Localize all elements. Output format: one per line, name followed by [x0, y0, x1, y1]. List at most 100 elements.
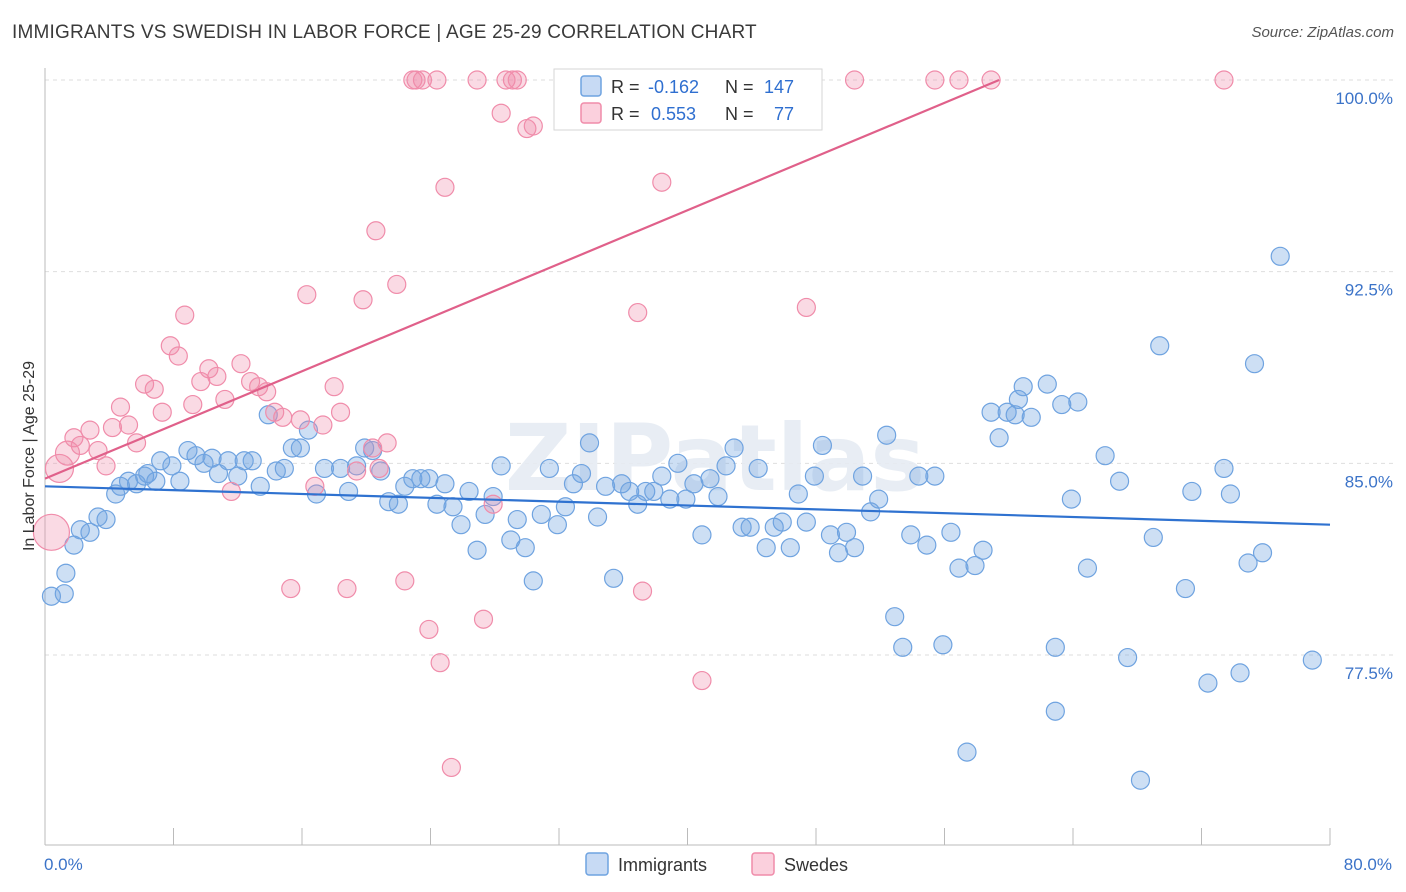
immigrants-point-82	[700, 469, 720, 489]
swedes-point-45	[395, 571, 415, 591]
immigrants-point-132	[1118, 647, 1138, 668]
y-tick-label-2: 85.0%	[1345, 472, 1393, 491]
swedes-point-53	[441, 757, 461, 778]
x-tick-label-min: 0.0%	[44, 855, 83, 874]
immigrants-point-14	[146, 471, 166, 491]
immigrants-point-7	[96, 509, 116, 530]
bottom-legend-label-swedes: Swedes	[784, 855, 848, 875]
immigrants-point-110	[925, 466, 945, 486]
y-axis-title: In Labor Force | Age 25-29	[21, 361, 38, 551]
immigrants-point-115	[965, 555, 985, 576]
swedes-point-51	[430, 653, 450, 673]
immigrants-point-61	[531, 504, 551, 525]
swedes-point-5	[80, 420, 100, 440]
immigrants-point-87	[740, 517, 760, 537]
immigrants-point-46	[411, 469, 431, 489]
immigrants-point-97	[820, 525, 841, 545]
immigrants-point-67	[579, 433, 600, 453]
swedes-point-33	[305, 476, 325, 496]
immigrants-point-142	[1244, 354, 1265, 374]
legend-swatch-immigrants	[580, 75, 602, 97]
trend-lines	[44, 78, 1331, 526]
immigrants-point-51	[451, 515, 471, 535]
chart-title: IMMIGRANTS VS SWEDISH IN LABOR FORCE | A…	[12, 22, 757, 43]
legend-swatch-swedes	[580, 102, 602, 124]
swedes-point-4	[70, 435, 90, 456]
swedes-point-39	[353, 290, 373, 310]
immigrants-point-76	[652, 466, 672, 486]
immigrants-point-66	[571, 463, 592, 484]
swedes-point-21	[207, 366, 227, 387]
immigrants-point-134	[1150, 336, 1170, 356]
immigrants-point-144	[1270, 246, 1290, 266]
swedes-point-62	[523, 116, 543, 136]
immigrants-point-126	[1045, 701, 1065, 721]
immigrants-point-26	[242, 451, 262, 471]
swedes-point-14	[152, 402, 172, 422]
legend-r-value-2: 0.553	[651, 104, 696, 124]
swedes-point-50	[427, 70, 447, 90]
swedes-point-32	[297, 285, 317, 305]
immigrants-point-127	[1052, 394, 1072, 415]
legend-n-value-2: 77	[774, 104, 794, 124]
immigrants-point-58	[507, 509, 527, 530]
swedes-point-38	[347, 461, 367, 481]
immigrants-point-16	[162, 456, 182, 476]
swedes-point-72	[796, 297, 816, 318]
immigrants-point-86	[732, 517, 752, 537]
immigrants-point-49	[435, 474, 455, 494]
immigrants-point-118	[989, 428, 1009, 448]
immigrants-point-1	[54, 584, 74, 604]
swedes-point-55	[473, 609, 494, 629]
immigrants-point-109	[917, 535, 937, 555]
swedes-point-0	[32, 513, 71, 551]
swedes-point-37	[337, 578, 357, 599]
immigrants-point-35	[314, 458, 335, 479]
swedes-point-74	[925, 70, 945, 90]
swedes-point-40	[363, 438, 383, 458]
immigrants-point-137	[1198, 673, 1218, 693]
swedes-point-71	[692, 670, 712, 691]
immigrants-point-19	[186, 446, 206, 466]
swedes-point-3	[64, 428, 84, 448]
immigrants-point-138	[1214, 458, 1234, 479]
immigrants-point-78	[668, 453, 688, 473]
immigrants-point-121	[1008, 389, 1028, 410]
swedes-point-10	[118, 415, 139, 435]
y-tick-label-3: 77.5%	[1345, 664, 1393, 683]
immigrants-point-75	[644, 481, 664, 502]
swedes-point-42	[369, 458, 389, 479]
immigrants-point-23	[218, 451, 238, 471]
swedes-point-44	[387, 274, 407, 295]
series-legend: Immigrants Swedes	[585, 852, 848, 876]
swedes-point-69	[652, 172, 672, 192]
immigrants-point-68	[587, 507, 608, 527]
immigrants-point-17	[170, 471, 190, 491]
swedes-point-54	[467, 70, 487, 90]
immigrants-point-124	[1037, 374, 1057, 394]
immigrants-point-55	[483, 486, 503, 507]
immigrants-point-60	[523, 571, 543, 591]
swedes-point-15	[160, 336, 180, 356]
swedes-point-13	[144, 379, 164, 399]
immigrants-point-50	[443, 497, 463, 517]
immigrants-point-47	[419, 469, 439, 489]
immigrants-point-96	[812, 435, 833, 456]
immigrants-point-85	[724, 438, 744, 458]
immigrants-point-71	[612, 474, 632, 494]
y-tick-label-0: 100.0%	[1335, 89, 1393, 108]
y-tick-label-1: 92.5%	[1345, 281, 1393, 300]
swedes-point-49	[419, 619, 439, 640]
swedes-point-17	[175, 305, 195, 325]
immigrants-point-123	[1021, 407, 1041, 427]
immigrants-point-45	[403, 469, 423, 489]
swedes-point-48	[412, 70, 433, 90]
swedes-point-58	[496, 70, 516, 90]
immigrants-point-135	[1175, 578, 1196, 599]
immigrants-point-113	[949, 558, 969, 578]
swedes-point-7	[96, 456, 116, 476]
legend-r-label-2: R =	[611, 104, 640, 124]
swedes-point-77	[1214, 70, 1234, 90]
legend-r-label-1: R =	[611, 77, 640, 97]
bottom-legend-swatch-immigrants	[585, 852, 609, 876]
